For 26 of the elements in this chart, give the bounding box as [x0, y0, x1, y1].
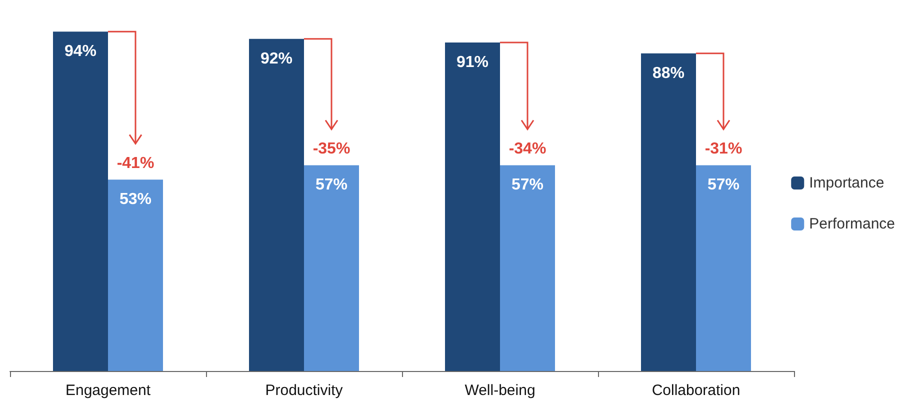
bar	[53, 32, 108, 371]
data-label: 92%	[260, 50, 293, 68]
bar	[108, 180, 163, 371]
data-label: 57%	[511, 176, 544, 194]
data-label: 53%	[119, 191, 152, 208]
annotation: -34%	[508, 140, 546, 158]
data-label: 91%	[456, 54, 489, 71]
bar	[641, 53, 696, 371]
x-tick-label: Productivity	[265, 382, 344, 399]
data-label: 57%	[707, 176, 740, 194]
data-label: 94%	[64, 43, 97, 60]
bar	[304, 165, 359, 371]
data-label: 88%	[652, 64, 685, 82]
bar	[445, 42, 500, 371]
legend-label: Importance	[809, 174, 884, 192]
data-label: 57%	[315, 176, 348, 194]
x-tick-label: Collaboration	[652, 382, 740, 399]
annotation: -31%	[704, 140, 742, 158]
bar	[696, 165, 751, 371]
legend-label: Performance	[809, 216, 896, 232]
annotation: -35%	[312, 140, 350, 158]
bar	[500, 165, 555, 371]
annotation: -41%	[116, 155, 154, 172]
x-tick-label: Engagement	[65, 382, 152, 399]
x-tick-label: Well-being	[464, 382, 536, 399]
bar	[249, 38, 304, 371]
